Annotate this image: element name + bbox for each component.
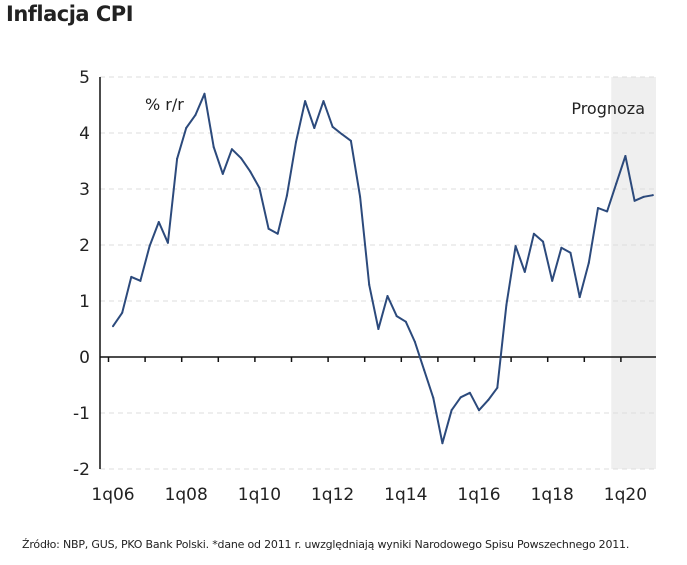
data-point — [478, 409, 480, 412]
data-point — [587, 261, 590, 264]
data-point — [258, 186, 261, 189]
data-point — [304, 100, 307, 103]
data-point — [496, 386, 499, 389]
data-point — [450, 409, 453, 412]
data-point — [423, 368, 426, 371]
data-point — [359, 195, 362, 198]
data-point — [542, 240, 545, 243]
y-tick-label: 1 — [79, 292, 90, 312]
data-point — [194, 114, 197, 117]
data-point — [185, 126, 188, 129]
data-point — [221, 172, 224, 175]
y-tick-label: 4 — [79, 124, 90, 144]
data-point — [642, 195, 645, 198]
x-tick-label: 1q18 — [531, 485, 574, 505]
data-point — [121, 311, 124, 314]
data-point — [240, 157, 243, 160]
chart-title: Inflacja CPI — [6, 2, 134, 26]
data-point — [596, 207, 599, 210]
data-point — [340, 133, 343, 136]
data-point — [267, 227, 270, 230]
source-note: Źródło: NBP, GUS, PKO Bank Polski. *dane… — [22, 538, 630, 551]
y-tick-label: 0 — [79, 348, 90, 368]
data-point — [606, 210, 609, 213]
data-point — [624, 154, 627, 157]
forecast-region — [611, 77, 656, 469]
data-point — [459, 396, 462, 399]
x-tick-label: 1q14 — [384, 485, 427, 505]
x-tick-label: 1q20 — [604, 485, 647, 505]
x-tick-label: 1q10 — [238, 485, 281, 505]
data-point — [331, 125, 334, 128]
x-tick-label: 1q12 — [311, 485, 354, 505]
data-point — [112, 325, 114, 328]
y-axis-unit-label: % r/r — [145, 95, 184, 114]
data-point — [148, 245, 151, 248]
data-point — [395, 315, 398, 318]
data-point — [139, 279, 142, 282]
cpi-series-line — [112, 92, 654, 445]
data-point — [532, 232, 535, 235]
y-tick-label: 2 — [79, 236, 90, 256]
data-point — [157, 221, 160, 224]
data-point — [377, 328, 380, 330]
data-point — [386, 294, 389, 297]
data-point — [322, 100, 325, 103]
data-point — [313, 126, 316, 129]
x-tick-label: 1q08 — [165, 485, 208, 505]
data-point — [569, 251, 572, 254]
data-point — [176, 157, 179, 160]
x-tick-label: 1q16 — [457, 485, 500, 505]
data-point — [212, 146, 215, 148]
x-tick-label: 1q06 — [91, 485, 134, 505]
data-point — [249, 170, 252, 173]
data-point — [349, 139, 352, 142]
data-point — [615, 182, 618, 185]
data-point — [295, 140, 297, 143]
data-point — [230, 148, 233, 151]
data-point — [560, 246, 563, 249]
data-point — [368, 283, 371, 286]
data-point — [130, 275, 133, 278]
forecast-label: Prognoza — [571, 99, 645, 118]
y-tick-label: 5 — [79, 68, 90, 88]
data-point — [404, 320, 407, 323]
data-point — [578, 296, 581, 299]
data-point — [523, 270, 526, 273]
data-point — [166, 241, 169, 244]
data-point — [487, 399, 490, 402]
data-point — [651, 194, 654, 197]
data-point — [551, 279, 554, 282]
data-point — [468, 391, 471, 394]
data-point — [505, 303, 508, 306]
data-point — [276, 232, 279, 235]
data-point — [514, 245, 517, 248]
y-tick-label: -2 — [73, 460, 90, 480]
data-point — [203, 92, 206, 95]
y-tick-label: 3 — [79, 180, 90, 200]
data-point — [285, 194, 288, 197]
y-tick-label: -1 — [73, 404, 90, 424]
data-point — [413, 340, 416, 343]
data-point — [441, 442, 444, 445]
data-point — [633, 199, 636, 202]
data-point — [432, 396, 435, 399]
